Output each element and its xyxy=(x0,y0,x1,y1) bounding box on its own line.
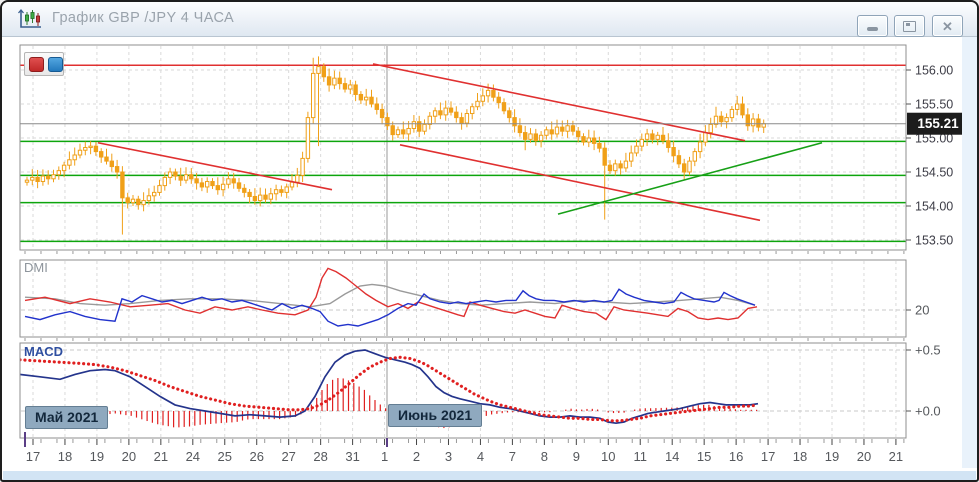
date-label: 31 xyxy=(345,449,359,464)
close-icon: ✕ xyxy=(942,18,953,34)
macd-axis-label: +0.5 xyxy=(915,343,941,358)
date-label: 20 xyxy=(122,449,136,464)
date-label: 20 xyxy=(857,449,871,464)
minimize-icon xyxy=(867,27,878,31)
date-label: 15 xyxy=(697,449,711,464)
date-label: 18 xyxy=(58,449,72,464)
date-label: 21 xyxy=(889,449,903,464)
dmi-adx-line xyxy=(24,283,756,308)
date-label: 8 xyxy=(541,449,548,464)
main-panel xyxy=(19,44,907,251)
minimize-button[interactable] xyxy=(857,15,888,37)
date-label: 17 xyxy=(761,449,775,464)
dmi-minus-line xyxy=(24,288,756,327)
maximize-button[interactable] xyxy=(894,15,925,37)
price-axis-label: 154.50 xyxy=(915,166,953,180)
date-label: 16 xyxy=(729,449,743,464)
macd-indicator-label: MACD xyxy=(24,344,63,359)
current-price-value: 155.21 xyxy=(917,116,959,131)
candles xyxy=(24,56,766,235)
date-label: 9 xyxy=(573,449,580,464)
date-label: 18 xyxy=(793,449,807,464)
price-axis-label: 154.00 xyxy=(915,200,953,214)
date-label: 14 xyxy=(665,449,679,464)
macd-axis-label: +0.0 xyxy=(915,404,941,419)
date-label: 7 xyxy=(509,449,516,464)
price-axis-label: 155.00 xyxy=(915,132,953,146)
date-label: 24 xyxy=(186,449,200,464)
date-label: 26 xyxy=(249,449,263,464)
chart-mini-toolbar xyxy=(24,52,64,76)
trendlines xyxy=(97,63,823,222)
blue-square-button[interactable] xyxy=(48,56,63,72)
date-label: 19 xyxy=(90,449,104,464)
date-label: 11 xyxy=(633,449,647,464)
gridlines xyxy=(21,46,905,437)
date-label: 25 xyxy=(218,449,232,464)
right-frame-strip xyxy=(962,37,977,468)
dmi-plus-line xyxy=(24,267,758,321)
month-label-june: Июнь 2021 xyxy=(388,404,483,427)
dmi-panel xyxy=(19,259,907,338)
date-label: 17 xyxy=(26,449,40,464)
maximize-icon xyxy=(903,20,916,32)
month-label-may: Май 2021 xyxy=(25,406,109,429)
date-label: 21 xyxy=(154,449,168,464)
bottom-frame-strip xyxy=(3,470,976,480)
price-axis-label: 156.00 xyxy=(915,64,953,78)
price-axis-label: 153.50 xyxy=(915,234,953,248)
date-axis: 17 18 19 20 21 24 25 26 27 28 31 1 2 3 4 7 8 9 10 11 14 15 16 1… xyxy=(24,251,905,464)
levels xyxy=(20,64,906,243)
current-price-badge: 155.21 xyxy=(907,112,969,135)
window-title: График GBP /JPY 4 ЧАСА xyxy=(52,10,235,26)
date-label: 27 xyxy=(281,449,295,464)
dmi-axis-label: 20 xyxy=(915,303,929,318)
date-label: 3 xyxy=(445,449,452,464)
price-axis: 156.00 155.50 155.00 154.50 154.00 153.50 20 +0… xyxy=(906,64,953,419)
macd-signal-line xyxy=(20,355,760,423)
date-label: 28 xyxy=(313,449,327,464)
candlestick-chart-icon xyxy=(18,8,41,28)
red-square-button[interactable] xyxy=(29,56,44,72)
date-label: 1 xyxy=(381,449,388,464)
date-label: 19 xyxy=(825,449,839,464)
macd-line xyxy=(20,349,759,425)
dmi-indicator-label: DMI xyxy=(24,260,48,275)
date-label: 4 xyxy=(477,449,484,464)
date-label: 2 xyxy=(413,449,420,464)
close-button[interactable]: ✕ xyxy=(932,15,963,37)
titlebar: График GBP /JPY 4 ЧАСА ✕ xyxy=(2,2,977,37)
price-axis-label: 155.50 xyxy=(915,98,953,112)
date-label: 10 xyxy=(601,449,615,464)
